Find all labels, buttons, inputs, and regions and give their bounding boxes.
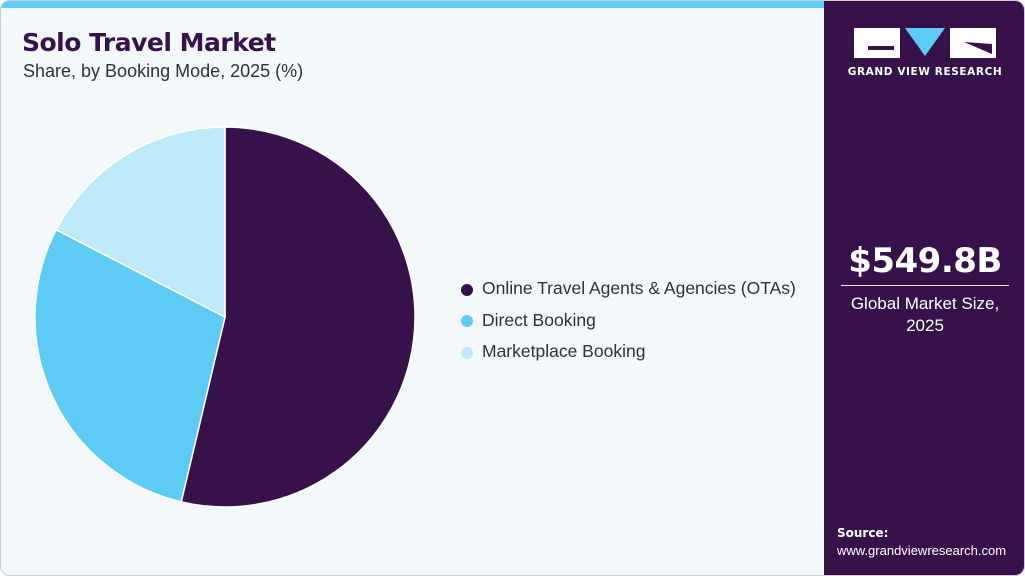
market-size-label-line1: Global Market Size,	[850, 294, 1000, 313]
pie-slice	[34, 228, 226, 503]
chart-subtitle: Share, by Booking Mode, 2025 (%)	[23, 61, 304, 81]
pie-slice	[55, 126, 226, 319]
pie-chart	[34, 126, 416, 508]
divider	[841, 285, 1009, 286]
market-size-label-line2: 2025	[906, 316, 944, 335]
source-title: Source:	[837, 526, 889, 540]
legend-item-marketplace-booking: Marketplace Booking	[461, 336, 796, 368]
legend-label: Marketplace Booking	[482, 341, 646, 362]
legend-label: Direct Booking	[482, 309, 596, 330]
legend: Online Travel Agents & Agencies (OTAs) D…	[461, 273, 796, 368]
chart-title: Solo Travel Market	[22, 28, 276, 57]
market-size-label: Global Market Size, 2025	[824, 293, 1024, 337]
gvr-logo-icon	[854, 28, 996, 58]
legend-item-otas: Online Travel Agents & Agencies (OTAs)	[461, 273, 796, 305]
legend-dot-icon	[461, 346, 473, 359]
source-link[interactable]: www.grandviewresearch.com	[837, 543, 1007, 558]
legend-dot-icon	[461, 315, 473, 328]
accent-bar	[1, 1, 824, 8]
market-size-value: $549.8B	[848, 241, 1002, 281]
legend-label: Online Travel Agents & Agencies (OTAs)	[482, 278, 796, 299]
pie-slice	[180, 126, 416, 508]
logo-text: GRAND VIEW RESEARCH	[847, 66, 1003, 78]
legend-dot-icon	[461, 283, 473, 296]
legend-item-direct-booking: Direct Booking	[461, 305, 796, 337]
sidebar-panel: GRAND VIEW RESEARCH $549.8B Global Marke…	[824, 1, 1024, 575]
